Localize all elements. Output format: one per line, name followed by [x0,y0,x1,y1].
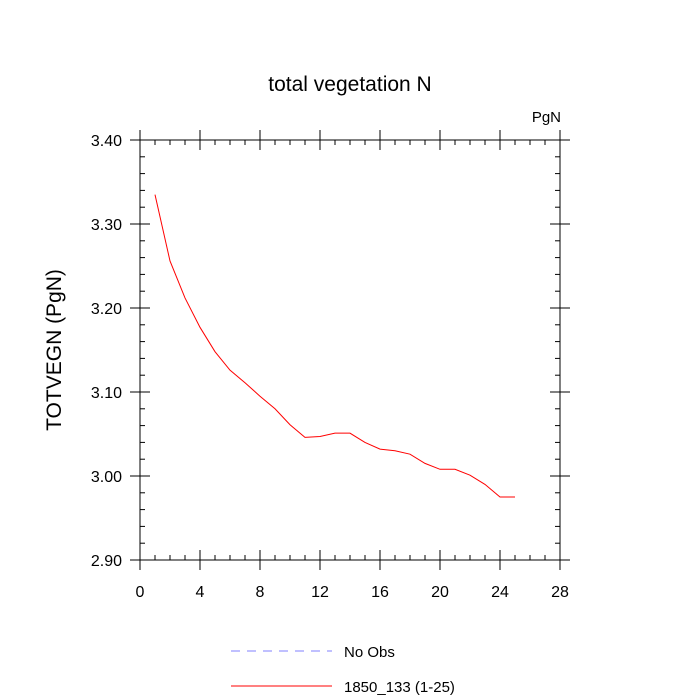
plot-area [154,194,515,498]
units-label: PgN [532,109,561,126]
y-tick-label: 3.30 [91,217,122,234]
x-tick-label: 28 [551,584,569,601]
series-line-1 [154,194,515,498]
legend-label-1: 1850_133 (1-25) [344,679,455,696]
x-tick-labels: 0 4 8 12 16 20 24 28 [136,584,569,601]
x-tick-label: 12 [311,584,329,601]
y-tick-label: 3.00 [91,469,122,486]
x-tick-label: 4 [196,584,205,601]
y-tick-labels: 2.90 3.00 3.10 3.20 3.30 3.40 [91,133,122,570]
x-tick-label: 0 [136,584,145,601]
y-tick-label: 3.40 [91,133,122,150]
x-tick-label: 24 [491,584,509,601]
x-tick-label: 16 [371,584,389,601]
y-tick-label: 2.90 [91,553,122,570]
y-axis-label: TOTVEGN (PgN) [43,269,66,431]
plot-frame [139,139,561,561]
y-tick-label: 3.20 [91,301,122,318]
legend: No Obs 1850_133 (1-25) [231,644,455,696]
x-tick-label: 20 [431,584,449,601]
x-tick-label: 8 [256,584,265,601]
chart-title: total vegetation N [268,73,431,96]
axis-ticks [130,130,570,570]
y-tick-label: 3.10 [91,385,122,402]
legend-label-0: No Obs [344,644,395,661]
